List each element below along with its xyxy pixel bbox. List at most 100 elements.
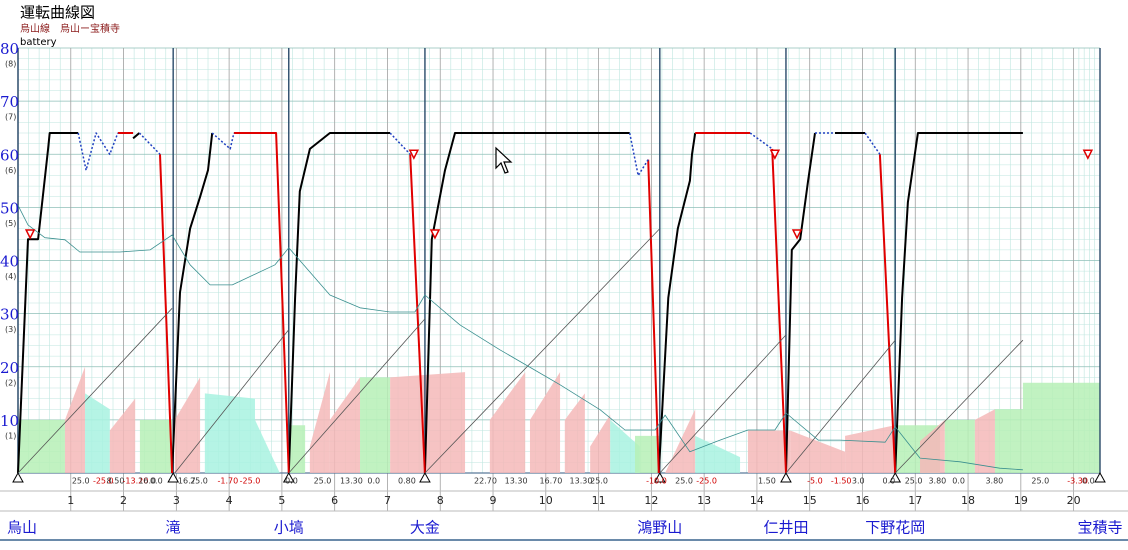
y-tick-label: 40 <box>0 253 19 271</box>
speed-marker <box>769 149 781 160</box>
y-tick-label: 80 <box>0 40 19 58</box>
gradient-label: 8.50 <box>107 477 125 486</box>
speed-marker <box>24 229 36 240</box>
gradient-label: 25.0 <box>590 477 608 486</box>
speed-marker <box>1082 149 1094 160</box>
gradient-label: -3.30 <box>1067 477 1088 486</box>
gradient-label: 0.0 <box>883 477 896 486</box>
x-tick-label: 5 <box>278 494 285 507</box>
gradient-area <box>390 372 466 473</box>
gradient-area <box>747 430 791 473</box>
gradient-area <box>18 419 65 473</box>
station-label: 宝積寺 <box>1077 519 1122 537</box>
gradient-label: -25.0 <box>240 477 261 486</box>
gradient-area <box>204 393 255 473</box>
mouse-cursor <box>495 146 513 174</box>
gradient-label: 3.0 <box>852 477 865 486</box>
station-marker <box>653 471 666 483</box>
x-tick-label: 16 <box>855 494 869 507</box>
gradient-label: 13.30 <box>570 477 593 486</box>
y2-tick-label: (6) <box>5 166 16 175</box>
y2-tick-label: (5) <box>5 219 16 228</box>
y2-tick-label: (8) <box>5 60 16 69</box>
gradient-label: 0.0 <box>1082 477 1095 486</box>
gradient-label: 13.30 <box>505 477 528 486</box>
gradient-area <box>590 414 611 473</box>
y2-tick-label: (3) <box>5 325 16 334</box>
gradient-area <box>994 409 1023 473</box>
gradient-area <box>489 372 526 473</box>
x-tick-label: 18 <box>961 494 975 507</box>
speed-marker <box>408 149 420 160</box>
x-tick-label: 2 <box>120 494 127 507</box>
gradient-area <box>1022 382 1100 473</box>
gradient-area <box>288 425 306 473</box>
gradient-area <box>529 372 561 473</box>
gradient-label: 1.50 <box>758 477 776 486</box>
x-tick-label: 1 <box>67 494 74 507</box>
gradient-label: 13.30 <box>340 477 363 486</box>
gradient-label: 3.80 <box>928 477 946 486</box>
gradient-label: -13.20 <box>123 477 149 486</box>
x-tick-label: 4 <box>226 494 233 507</box>
gradient-label: -1.70 <box>218 477 239 486</box>
x-tick-label: 20 <box>1067 494 1081 507</box>
gradient-label: 25.0 <box>675 477 693 486</box>
x-tick-label: 17 <box>908 494 922 507</box>
gradient-area <box>309 372 330 473</box>
gradient-area <box>610 419 640 473</box>
gradient-area <box>109 398 136 473</box>
gradient-label: 16.7 <box>178 477 196 486</box>
gradient-label: 0.0 <box>150 477 163 486</box>
gradient-label: 25.0 <box>72 477 90 486</box>
chart-subtitle: 烏山線 烏山ー宝積寺 <box>20 22 120 35</box>
gradient-label: -1.50 <box>831 477 852 486</box>
x-tick-label: 8 <box>437 494 444 507</box>
x-tick-label: 7 <box>384 494 391 507</box>
gradient-label: 0.80 <box>398 477 416 486</box>
station-marker <box>282 471 295 483</box>
x-tick-label: 19 <box>1014 494 1028 507</box>
gradient-label: 25.0 <box>905 477 923 486</box>
station-label: 滝 <box>166 519 181 537</box>
gradient-area <box>254 419 280 473</box>
y-tick-label: 10 <box>0 412 19 430</box>
gradient-area <box>564 393 585 473</box>
speed-marker <box>791 229 803 240</box>
x-tick-label: 6 <box>331 494 338 507</box>
curve-line <box>117 132 897 474</box>
x-tick-label: 9 <box>490 494 497 507</box>
y-tick-label: 70 <box>0 93 19 111</box>
x-tick-label: 14 <box>750 494 764 507</box>
station-label: 仁井田 <box>763 519 808 537</box>
legend-label: battery <box>20 37 57 48</box>
curves <box>17 132 1094 474</box>
chart-title: 運転曲線図 <box>20 4 95 22</box>
gradient-area <box>139 419 173 473</box>
curve-line <box>77 132 881 177</box>
gradient-label: 0.0 <box>285 477 298 486</box>
station-marker <box>780 471 792 483</box>
gradient-areas <box>18 366 1100 473</box>
gradient-area <box>845 425 896 473</box>
gradient-label: 25.0 <box>190 477 208 486</box>
vertical-lines <box>12 48 1106 483</box>
gradient-label: -25.0 <box>696 477 717 486</box>
gradient-label: 0.0 <box>952 477 965 486</box>
gradient-label: 25.0 <box>314 477 332 486</box>
station-marker <box>889 471 902 483</box>
x-tick-label: 12 <box>644 494 658 507</box>
station-marker <box>419 471 431 483</box>
station-label: 小塙 <box>274 519 304 537</box>
y2-tick-label: (4) <box>5 272 16 281</box>
gradient-area <box>944 419 975 473</box>
y2-tick-label: (2) <box>5 378 16 387</box>
gradient-label: -10.0 <box>646 477 667 486</box>
y-tick-label: 50 <box>0 199 19 217</box>
station-marker <box>12 471 24 483</box>
station-label: 下野花岡 <box>865 519 925 537</box>
station-label: 鴻野山 <box>637 519 682 537</box>
gradient-label: -25.0 <box>93 477 114 486</box>
gradient-area <box>665 409 696 473</box>
